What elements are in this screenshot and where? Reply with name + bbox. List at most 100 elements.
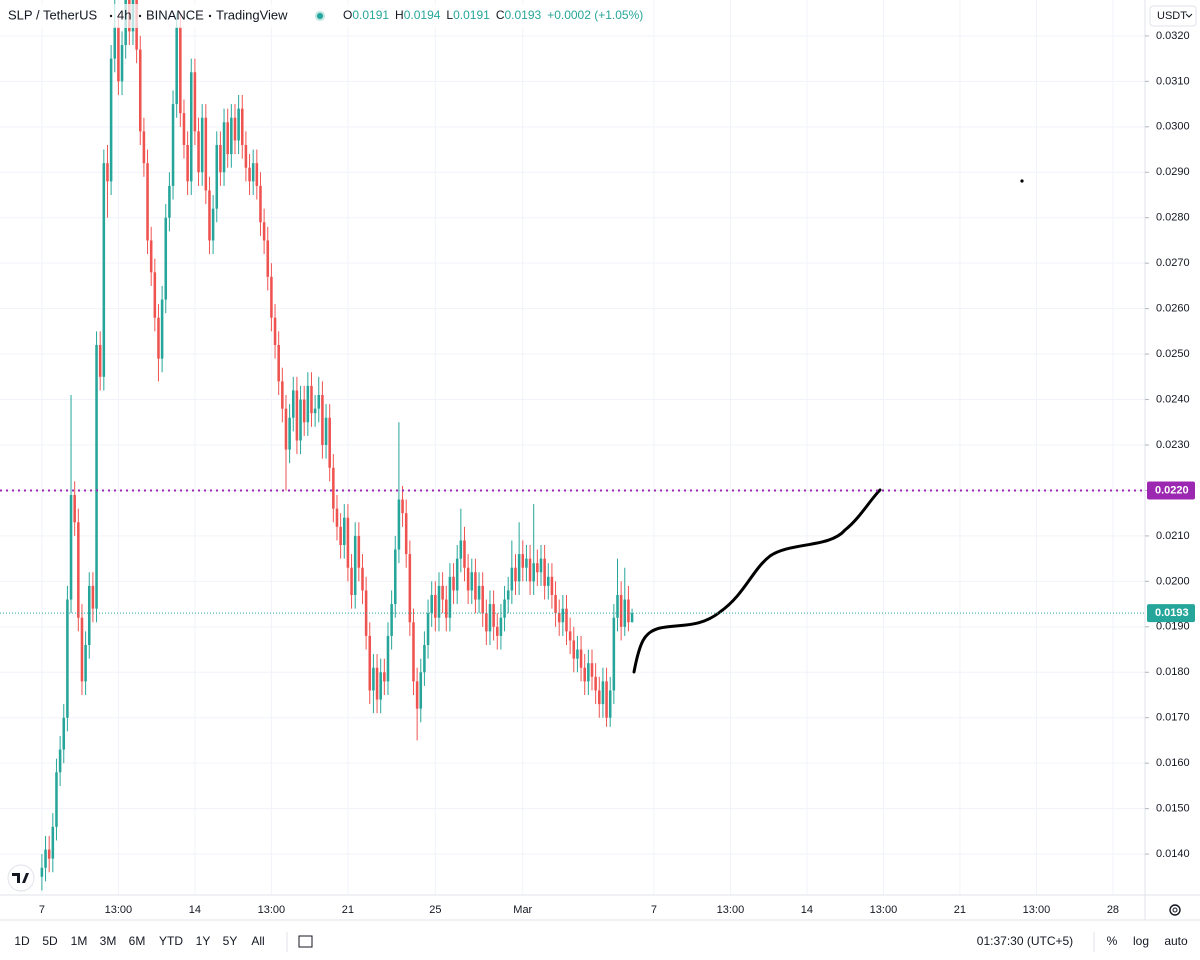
x-tick-label: 13:00 <box>258 904 286 916</box>
candle-body <box>164 217 168 300</box>
candle-body <box>91 585 95 609</box>
plot <box>40 0 634 891</box>
candle-body <box>284 408 288 450</box>
range-button[interactable]: All <box>251 934 264 948</box>
candle-body <box>495 626 499 636</box>
ohlc-key: O <box>343 8 352 22</box>
candle-body <box>543 558 546 586</box>
range-button[interactable]: YTD <box>159 934 183 948</box>
x-tick-label: 21 <box>954 904 966 916</box>
candle-body <box>84 645 87 682</box>
calendar-icon[interactable] <box>298 935 313 948</box>
candle-body <box>47 849 51 859</box>
y-tick-label: 0.0200 <box>1156 575 1190 587</box>
candle-body <box>215 145 219 209</box>
candle-body <box>503 599 506 618</box>
range-button[interactable]: 1D <box>14 934 30 948</box>
price-label-box <box>1147 604 1195 623</box>
drawn-dot[interactable] <box>1020 179 1024 183</box>
candle-body <box>240 108 244 145</box>
scale-button[interactable]: % <box>1107 934 1118 948</box>
candle-body <box>565 608 568 632</box>
scale-button[interactable]: auto <box>1164 934 1188 948</box>
ohlc-value: 0.0191 <box>453 8 490 22</box>
candle-body <box>102 163 106 377</box>
candle-body <box>266 240 270 277</box>
candle-body <box>576 649 579 659</box>
candle-body <box>211 208 215 241</box>
candle-body <box>120 45 124 82</box>
candle-body <box>237 108 240 141</box>
candle-body <box>153 272 157 318</box>
y-tick-label: 0.0140 <box>1156 848 1190 860</box>
candle-body <box>528 558 532 582</box>
range-button[interactable]: 1M <box>71 934 88 948</box>
candle-body <box>594 676 597 691</box>
candle-body <box>328 417 331 468</box>
candle-body <box>142 131 146 164</box>
candle-body <box>346 517 350 568</box>
x-tick-label: 13:00 <box>105 904 133 916</box>
candle-body <box>251 163 255 182</box>
candle-body <box>219 145 222 173</box>
currency-button[interactable] <box>1149 5 1197 27</box>
candle-body <box>627 599 630 623</box>
candle-body <box>568 631 572 641</box>
drawn-forecast-curve[interactable] <box>632 488 882 674</box>
range-button[interactable]: 3M <box>100 934 117 948</box>
candle-body <box>466 567 470 591</box>
candle-body <box>226 122 229 155</box>
candle-body <box>408 554 412 623</box>
candle-body <box>51 826 55 859</box>
candle-body <box>401 499 404 514</box>
candle-body <box>441 585 444 600</box>
ohlc-legend: O0.0191 H0.0194 L0.0191 C0.0193 +0.0002 (+1.… <box>343 8 643 22</box>
source: TradingView <box>216 7 288 22</box>
candle-body <box>444 599 448 618</box>
candle-body <box>587 663 590 682</box>
candle-body <box>459 540 463 559</box>
y-tick-label: 0.0270 <box>1156 257 1190 269</box>
candle-body <box>397 499 401 550</box>
candle-body <box>630 613 634 623</box>
y-tick-label: 0.0260 <box>1156 303 1190 315</box>
candle-body <box>474 572 477 600</box>
candle-body <box>204 117 208 191</box>
x-tick-label: 25 <box>429 904 441 916</box>
candle-body <box>525 558 528 568</box>
range-button[interactable]: 1Y <box>196 934 211 948</box>
candle-body <box>113 26 117 59</box>
candle-body <box>393 549 397 605</box>
candle-body <box>557 613 561 623</box>
range-button[interactable]: 5D <box>42 934 58 948</box>
candle-body <box>499 617 503 636</box>
candle-body <box>73 495 76 523</box>
candle-body <box>390 604 393 636</box>
candle-body <box>95 345 98 609</box>
scale-button[interactable]: log <box>1133 934 1149 948</box>
candle-body <box>612 617 616 691</box>
settings-icon[interactable] <box>1169 904 1181 916</box>
candle-body <box>372 667 375 691</box>
range-button[interactable]: 6M <box>129 934 146 948</box>
price-label: 0.0193 <box>1155 607 1189 619</box>
candle-body <box>313 408 317 414</box>
candle-body <box>434 595 437 618</box>
candle-body <box>452 576 455 591</box>
y-tick-label: 0.0300 <box>1156 121 1190 133</box>
y-tick-label: 0.0170 <box>1156 712 1190 724</box>
range-button[interactable]: 5Y <box>223 934 238 948</box>
candle-body <box>598 690 601 705</box>
candle-body <box>80 617 84 682</box>
currency-label[interactable]: USDT <box>1157 10 1187 22</box>
candle-body <box>66 599 69 718</box>
ohlc-value: 0.0193 <box>504 8 541 22</box>
candle-body <box>415 681 419 709</box>
ohlc-value: 0.0194 <box>404 8 441 22</box>
candle-body <box>590 663 594 677</box>
x-tick-label: 13:00 <box>1023 904 1051 916</box>
candle-body <box>536 563 539 573</box>
x-tick-label: 14 <box>189 904 201 916</box>
candle-body <box>233 117 237 141</box>
